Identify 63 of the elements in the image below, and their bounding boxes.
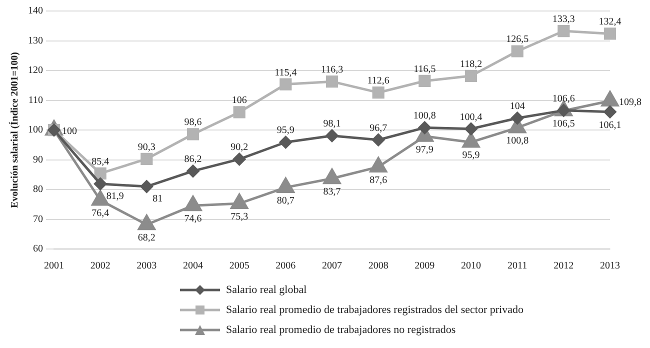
data-label: 116,5 [414, 64, 436, 75]
data-label: 95,9 [276, 125, 294, 136]
data-label: 90,2 [230, 142, 248, 154]
data-label: 86,2 [184, 154, 202, 166]
data-label: 115,4 [274, 67, 297, 78]
data-label: 98,1 [323, 118, 341, 130]
data-label: 100,8 [506, 136, 529, 147]
data-label: 76,4 [92, 208, 110, 220]
x-tick-label: 2011 [508, 260, 528, 272]
legend-label: Salario real promedio de trabajadores no registrados [226, 324, 456, 336]
x-tick-label: 2010 [461, 260, 481, 272]
data-label: 97,9 [416, 144, 434, 156]
data-label: 104 [510, 101, 525, 112]
x-tick-label: 2009 [414, 260, 435, 272]
data-label: 106 [232, 95, 247, 106]
x-tick-label: 2008 [368, 260, 388, 272]
x-tick-label: 2013 [600, 260, 620, 272]
x-tick-label: 2012 [554, 260, 574, 272]
data-label: 98,6 [184, 117, 202, 128]
data-label: 118,2 [460, 58, 482, 70]
y-tick-label: 70 [33, 214, 43, 225]
data-label: 106,1 [598, 120, 622, 131]
data-label: 96,7 [370, 122, 388, 134]
x-tick-label: 2004 [183, 260, 203, 272]
x-tick-label: 2007 [322, 260, 342, 272]
y-tick-label: 130 [28, 35, 43, 46]
x-tick-label: 2001 [44, 260, 64, 272]
data-label: 132,4 [598, 16, 622, 28]
data-label: 80,7 [276, 195, 294, 206]
y-tick-label: 100 [28, 124, 43, 136]
data-label: 116,3 [320, 64, 344, 76]
data-label: 133,3 [552, 14, 575, 26]
y-tick-label: 90 [33, 154, 43, 166]
data-label: 90,3 [138, 142, 156, 153]
data-label: 81,9 [106, 190, 124, 202]
y-tick-label: 110 [28, 94, 43, 106]
data-label: 87,6 [370, 174, 388, 186]
y-tick-label: 60 [33, 244, 43, 255]
x-tick-label: 2002 [90, 260, 110, 272]
data-label: 68,2 [138, 232, 156, 244]
x-tick-label: 2003 [136, 260, 157, 272]
data-label: 109,8 [619, 96, 642, 108]
data-label: 83,7 [323, 186, 341, 198]
data-label: 106,5 [552, 118, 575, 130]
data-label: 74,6 [184, 214, 202, 225]
data-label: 100,8 [413, 110, 436, 122]
data-label: 100 [62, 126, 77, 138]
data-label: 100,4 [460, 112, 482, 123]
data-label: 112,6 [367, 76, 390, 87]
legend-label: Salario real promedio de trabajadores registrados del sector privado [226, 304, 524, 316]
x-tick-label: 2006 [276, 260, 296, 272]
y-tick-label: 80 [33, 184, 43, 196]
data-label: 126,5 [506, 34, 529, 46]
data-label: 85,4 [92, 156, 110, 168]
legend-label: Salario real global [226, 284, 307, 296]
data-label: 106,6 [552, 93, 575, 104]
data-label: 81 [152, 194, 163, 205]
y-tick-label: 140 [28, 6, 43, 17]
y-axis-title: Evolución salarial (Índice 2001=100) [8, 52, 21, 208]
x-tick-label: 2005 [229, 260, 250, 272]
data-label: 75,3 [230, 212, 248, 222]
y-tick-label: 120 [28, 65, 43, 76]
data-label: 95,9 [462, 150, 480, 162]
